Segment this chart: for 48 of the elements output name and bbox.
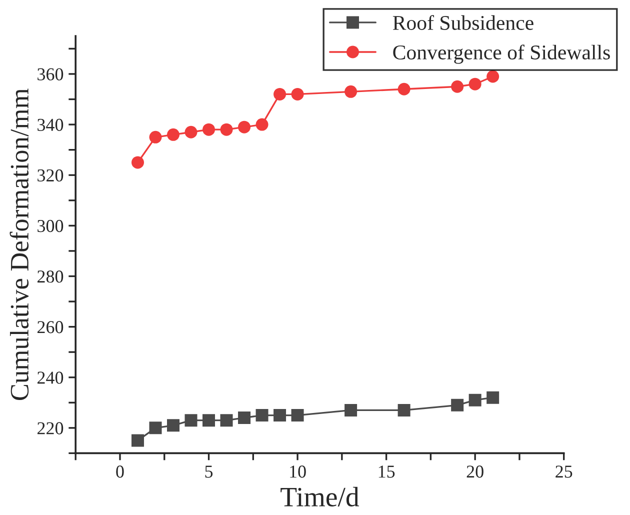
legend-label: Convergence of Sidewalls — [393, 44, 610, 64]
y-tick-label: 280 — [38, 270, 64, 283]
point — [167, 419, 180, 432]
x-tick-label: 15 — [378, 466, 395, 478]
x-tick-label: 0 — [116, 466, 124, 478]
y-tick-label: 360 — [38, 68, 64, 80]
point — [131, 434, 144, 447]
x-tick-label: 25 — [556, 466, 572, 478]
y-tick-label: 340 — [38, 118, 64, 131]
x-axis-title: Time/d — [280, 486, 360, 506]
point — [256, 118, 268, 131]
point — [220, 414, 233, 427]
point — [486, 391, 500, 404]
point — [131, 156, 144, 169]
point — [238, 120, 251, 134]
y-axis-title: Cumulative Deformation/mm — [10, 88, 29, 400]
point — [398, 82, 410, 96]
point — [220, 123, 233, 136]
point — [451, 398, 464, 412]
point — [291, 88, 304, 100]
point — [486, 70, 500, 83]
point — [274, 409, 286, 422]
point — [398, 404, 410, 416]
y-tick-label: 320 — [38, 169, 64, 182]
point — [202, 123, 216, 136]
point — [451, 80, 464, 93]
y-tick-label: 300 — [38, 220, 64, 232]
point — [468, 78, 482, 90]
point — [184, 126, 198, 138]
x-tick-label: 5 — [205, 466, 213, 478]
point — [149, 130, 162, 144]
point — [167, 128, 180, 141]
point — [291, 409, 304, 422]
point — [344, 404, 358, 416]
x-tick-label: 20 — [466, 466, 484, 478]
y-tick-label: 260 — [38, 321, 64, 334]
point — [274, 88, 286, 100]
point — [468, 394, 482, 406]
y-tick-label: 220 — [38, 422, 64, 434]
point — [238, 412, 251, 424]
legend-label: Roof Subsidence — [392, 15, 534, 30]
point — [256, 409, 268, 422]
y-tick-label: 240 — [38, 372, 64, 384]
point — [184, 414, 198, 427]
point — [344, 85, 358, 98]
point — [149, 422, 162, 434]
point — [202, 414, 216, 427]
x-tick-label: 10 — [290, 466, 306, 478]
